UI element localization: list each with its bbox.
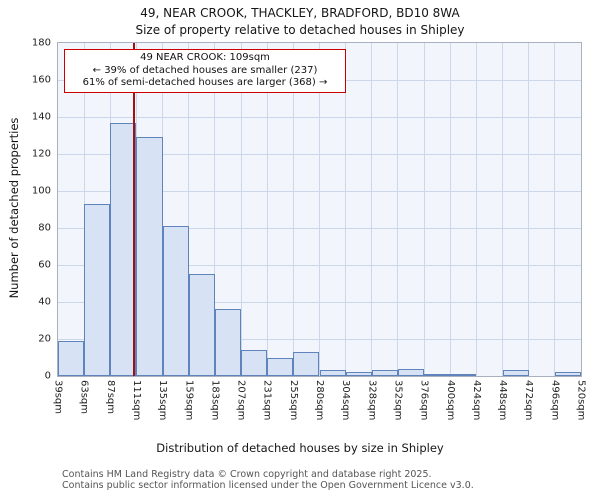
x-tick-label: 448sqm xyxy=(497,380,509,421)
histogram-bar xyxy=(84,203,111,376)
x-tick-label: 280sqm xyxy=(314,380,325,421)
x-tick-label: 87sqm xyxy=(104,380,116,415)
histogram-bar xyxy=(502,370,529,376)
v-gridline xyxy=(214,43,216,376)
x-tick-label: 39sqm xyxy=(52,380,64,415)
x-tick-label: 207sqm xyxy=(235,380,247,421)
y-axis-label: Number of detached properties xyxy=(7,117,21,299)
x-axis-label: Distribution of detached houses by size … xyxy=(156,441,444,455)
v-gridline xyxy=(475,43,477,376)
x-tick-label: 231sqm xyxy=(261,380,273,421)
y-tick-label: 160 xyxy=(31,74,51,86)
v-gridline xyxy=(292,43,294,376)
y-tick-label: 180 xyxy=(31,37,51,49)
histogram-bar xyxy=(188,274,215,376)
x-tick-label: 304sqm xyxy=(340,380,352,421)
x-tick-label: 135sqm xyxy=(157,380,169,421)
v-gridline xyxy=(240,43,242,376)
v-gridline xyxy=(371,43,373,376)
y-tick-label: 120 xyxy=(31,148,51,160)
histogram-bar xyxy=(424,374,451,376)
x-tick-label: 255sqm xyxy=(287,380,299,421)
v-gridline xyxy=(188,43,190,376)
annotation-box: 49 NEAR CROOK: 109sqm ← 39% of detached … xyxy=(64,49,346,93)
footer-line2: Contains public sector information licen… xyxy=(62,480,474,491)
histogram-bar xyxy=(241,350,268,376)
histogram-bar xyxy=(136,137,163,376)
x-tick-label: 63sqm xyxy=(78,380,90,415)
x-tick-label: 328sqm xyxy=(366,380,378,421)
y-tick-label: 0 xyxy=(44,370,51,382)
x-tick-label: 400sqm xyxy=(444,380,456,421)
v-gridline xyxy=(319,43,320,376)
annotation-property-size: 49 NEAR CROOK: 109sqm xyxy=(140,52,270,63)
x-tick-label: 520sqm xyxy=(575,380,587,421)
x-tick-label: 496sqm xyxy=(549,380,561,421)
annotation-larger-stat: 61% of semi-detached houses are larger (… xyxy=(82,77,328,88)
histogram-bar xyxy=(214,309,242,376)
annotation-smaller-stat: ← 39% of detached houses are smaller (23… xyxy=(92,64,318,76)
plot-area: 0 20 40 60 80 100 120 140 160 180 39sqm 63sqm 87sqm 1… xyxy=(32,38,587,421)
y-tick-label: 100 xyxy=(31,185,51,197)
footer-line1: Contains HM Land Registry data © Crown c… xyxy=(62,469,432,480)
v-gridline xyxy=(528,43,530,376)
v-gridline xyxy=(502,43,504,376)
x-tick-label: 111sqm xyxy=(130,380,142,421)
histogram-bar xyxy=(58,340,85,376)
y-tick-label: 60 xyxy=(38,259,51,271)
x-tick-label: 183sqm xyxy=(209,380,221,421)
chart-title-line2: Size of property relative to detached ho… xyxy=(135,23,465,37)
property-size-marker-line xyxy=(133,43,136,376)
footer: Contains HM Land Registry data © Crown c… xyxy=(62,469,474,491)
y-tick-label: 80 xyxy=(38,222,51,234)
x-tick-label: 159sqm xyxy=(183,380,195,421)
histogram-bar xyxy=(450,374,477,376)
histogram-bar xyxy=(267,357,294,376)
histogram-bar xyxy=(371,370,398,376)
y-tick-label: 140 xyxy=(31,111,51,123)
v-gridline xyxy=(345,43,347,376)
x-tick-label: 424sqm xyxy=(470,380,482,421)
histogram-bar xyxy=(110,122,137,376)
histogram-bar xyxy=(345,372,372,376)
histogram-bar xyxy=(162,226,189,376)
v-gridline xyxy=(266,43,268,376)
histogram-bar xyxy=(293,351,320,376)
x-tick-label: 376sqm xyxy=(418,380,430,421)
histogram-bar xyxy=(319,370,346,376)
x-tick-label: 352sqm xyxy=(392,380,404,421)
chart-title-line1: 49, NEAR CROOK, THACKLEY, BRADFORD, BD10… xyxy=(140,6,460,20)
x-tick-label: 472sqm xyxy=(523,380,535,421)
chart-title: 49, NEAR CROOK, THACKLEY, BRADFORD, BD10… xyxy=(0,5,600,39)
v-gridline xyxy=(397,43,399,376)
v-gridline xyxy=(162,43,164,376)
v-gridline xyxy=(554,43,556,376)
v-gridline xyxy=(423,43,425,376)
y-tick-label: 20 xyxy=(38,333,51,345)
v-gridline xyxy=(449,43,451,376)
histogram-bar xyxy=(397,368,425,376)
y-tick-label: 40 xyxy=(38,296,51,308)
histogram-bar xyxy=(554,372,581,376)
